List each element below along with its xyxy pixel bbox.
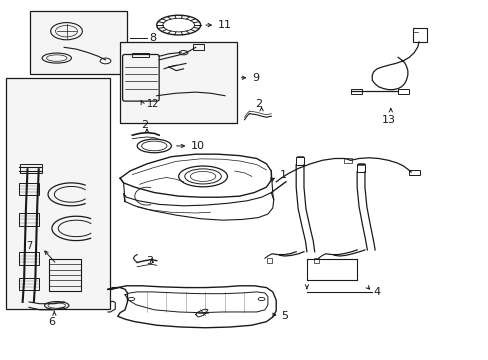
Bar xyxy=(193,44,203,50)
Bar xyxy=(344,158,351,163)
Bar xyxy=(19,183,39,195)
Bar xyxy=(412,28,427,42)
Bar xyxy=(49,259,81,291)
Bar xyxy=(314,258,319,263)
Bar xyxy=(397,89,408,94)
Text: 12: 12 xyxy=(147,99,159,109)
Bar xyxy=(297,156,303,157)
Bar xyxy=(30,12,127,74)
Bar xyxy=(19,252,39,265)
Bar xyxy=(267,258,272,263)
Text: 10: 10 xyxy=(190,141,204,151)
Bar xyxy=(132,53,149,57)
Text: 13: 13 xyxy=(381,115,394,125)
Bar xyxy=(295,157,304,165)
Bar xyxy=(19,213,39,226)
Bar xyxy=(19,278,39,291)
Bar xyxy=(357,163,363,165)
Text: 2: 2 xyxy=(141,121,148,130)
Text: 11: 11 xyxy=(217,20,231,30)
Text: 2: 2 xyxy=(255,99,262,109)
Text: 3: 3 xyxy=(145,256,153,266)
Bar xyxy=(5,78,110,309)
Bar xyxy=(120,42,237,123)
Text: 1: 1 xyxy=(279,170,286,180)
Text: 4: 4 xyxy=(373,287,380,297)
Bar xyxy=(20,164,42,173)
Text: 5: 5 xyxy=(281,311,287,320)
Text: 7: 7 xyxy=(26,241,32,251)
Bar xyxy=(408,170,419,175)
Bar xyxy=(350,89,361,94)
Text: 6: 6 xyxy=(48,317,55,327)
Bar xyxy=(356,164,365,172)
Text: 8: 8 xyxy=(149,33,156,43)
Text: 9: 9 xyxy=(251,73,259,83)
